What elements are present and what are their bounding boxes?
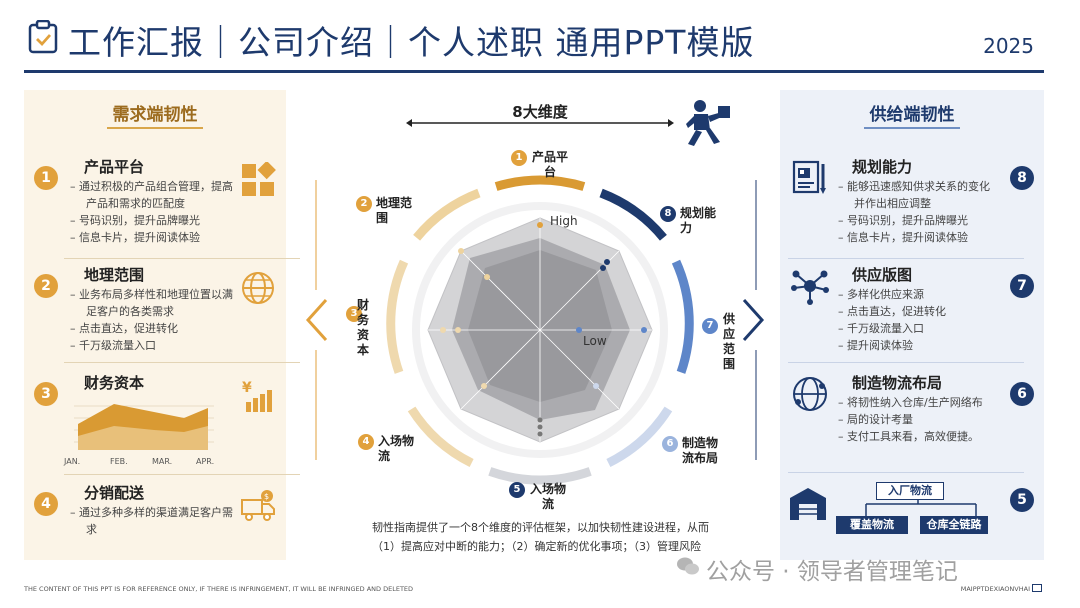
item-title: 产品平台 [84,158,145,176]
divider [64,474,300,475]
radar-spokes [428,218,652,442]
ring-segment-7 [671,259,694,374]
header: 工作汇报｜公司介绍｜个人述职 通用PPT模版 2025 [0,0,1080,74]
clipboard-check-icon [28,20,58,54]
dimension-label-8: 8 规划能力 [660,206,740,236]
item-number: 3 [34,382,58,406]
supply-side-title: 供给端韧性 [780,100,1044,129]
item-title: 分销配送 [84,484,145,502]
dimension-label-5: 5 入场物流 [498,482,578,512]
warehouse-full-chain-box: 仓库全链路 [920,516,988,534]
marker-dot [600,265,606,271]
radar-low-label: Low [583,334,607,348]
ring-segment-8 [599,188,667,241]
radar-high-label: High [550,214,578,228]
ring-segment-4 [407,406,474,468]
coverage-logistics-box: 覆盖物流 [836,516,908,534]
dimension-label-3: 3 [334,306,374,322]
supply-item-inbound-logistics: 入厂物流 覆盖物流 仓库全链路 5 [788,482,1044,542]
marker-dot [641,327,647,333]
demand-side-panel: 需求端韧性 1 产品平台 – 通过积极的产品组合管理，提高产品和需求的匹配度 –… [24,90,300,560]
globe-network-icon [793,377,827,411]
item-title: 制造物流布局 [852,374,943,392]
ring-segment-6 [606,406,673,468]
marker-dot [537,424,543,430]
item-title: 地理范围 [84,266,145,284]
item-number: 7 [1010,274,1034,298]
grid-blocks-icon [242,162,276,196]
dimensions-title: 8大维度 [512,103,568,121]
globe-icon [242,272,274,304]
item-description: – 通过积极的产品组合管理，提高产品和需求的匹配度 – 号码识别，提升品牌曝光 … [70,180,233,244]
footer-brand: MAIPPTDEXIAONVHAI [960,585,1030,593]
divider [64,258,300,259]
ring-segment-2 [413,188,481,241]
item-description: – 通过多种多样的渠道满足客户需求 [70,506,233,536]
ring-segment-1 [494,175,586,191]
marker-dot [593,383,599,389]
footer-disclaimer: THE CONTENT OF THIS PPT IS FOR REFERENCE… [24,585,414,593]
dimension-label-1: 1 产品平台 [500,150,580,180]
dimension-label-7-text: 供应范围 [722,312,735,371]
marker-dot [537,431,543,437]
item-description: – 多样化供应来源 – 点击直达，促进转化 – 千万级流量入口 – 提升阅读体验 [838,288,946,352]
supply-side-panel: 供给端韧性 规划能力 – 能够迅速感知供求关系的变化并作出相应调整 – 号码识别… [780,90,1044,560]
item-title: 供应版图 [852,266,913,284]
running-businessman-illustration [686,100,730,146]
item-description: – 能够迅速感知供求关系的变化并作出相应调整 – 号码识别，提升品牌曝光 – 信… [838,180,990,244]
network-nodes-icon [791,270,829,305]
marker-dot [604,259,610,265]
financial-area-chart [74,404,214,450]
item-number: 8 [1010,166,1034,190]
item-description: – 业务布局多样性和地理位置以满足客户的各类需求 – 点击直达，促进转化 – 千… [70,288,233,352]
divider [788,258,1024,259]
right-bracket [742,298,765,342]
eight-dimension-wheel [305,100,765,485]
page-title: 工作汇报｜公司介绍｜个人述职 通用PPT模版 [68,23,755,62]
warehouse-icon [790,488,826,520]
dimension-ring [386,175,694,485]
dimension-label-2: 2 地理范围 [356,196,420,226]
item-number: 6 [1010,382,1034,406]
watermark-text: 公众号 · 领导者管理笔记 [706,559,958,585]
marker-dot [484,274,490,280]
header-rule [24,70,1044,73]
yen-chart-icon: ¥ [242,380,272,412]
item-number: 2 [34,274,58,298]
delivery-truck-icon: $ [241,490,275,521]
dimension-label-4: 4 入场物流 [358,434,428,464]
left-bracket [305,298,328,342]
ring-segment-5 [488,467,592,485]
marker-dot [537,417,543,423]
planning-document-icon [792,160,826,194]
item-title: 财务资本 [84,374,145,392]
marker-dot [458,248,464,254]
wechat-icon [677,557,699,575]
dimension-label-7: 7 [698,318,722,334]
demand-side-title: 需求端韧性 [24,100,286,129]
item-title: 规划能力 [852,158,913,176]
ring-segment-3 [386,259,409,374]
footer-logo-icon [1032,584,1042,592]
dimension-label-6: 6 制造物流布局 [662,436,734,466]
marker-dot [440,327,446,333]
marker-dot [481,383,487,389]
divider [788,472,1024,473]
marker-dot [576,327,582,333]
year-label: 2025 [983,34,1034,58]
inbound-logistics-box: 入厂物流 [876,482,944,500]
item-description: – 将韧性纳入仓库/生产网络布 – 局的设计考量 – 支付工具来看，高效便捷。 [838,396,983,443]
item-number: 4 [34,492,58,516]
framework-caption: 韧性指南提供了一个8个维度的评估框架，以加快韧性建设进程，从而（1）提高应对中断… [372,521,709,553]
marker-dot [455,327,461,333]
divider [64,362,300,363]
marker-dot [537,222,543,228]
svg-text:$: $ [264,492,269,501]
divider [788,362,1024,363]
dimension-label-3-text: 财务资本 [356,298,369,357]
svg-text:¥: ¥ [242,380,252,396]
item-number: 5 [1010,488,1034,512]
item-number: 1 [34,166,58,190]
